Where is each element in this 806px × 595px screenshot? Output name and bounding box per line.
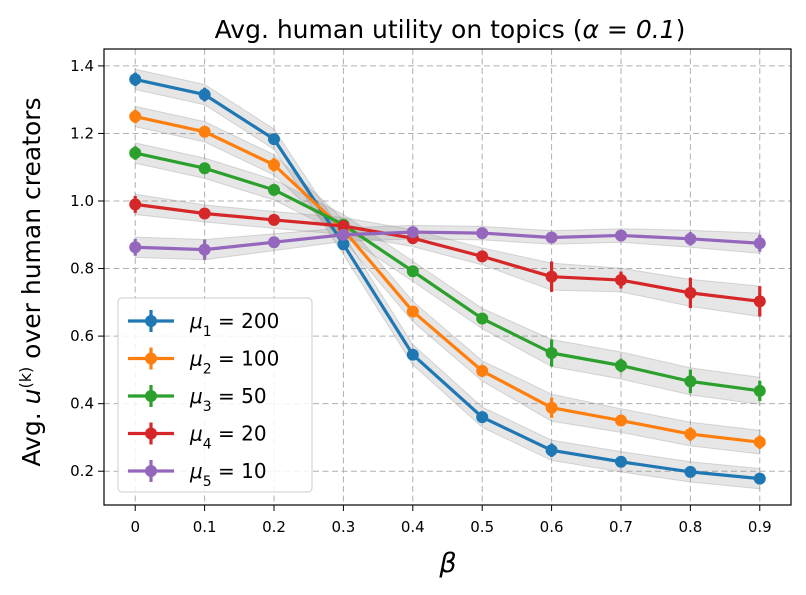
legend-label: μ3 = 50: [189, 384, 267, 415]
data-point: [684, 465, 697, 478]
data-point: [476, 227, 489, 240]
data-point: [753, 472, 766, 485]
data-point: [684, 375, 697, 388]
title-param: α = 0.1: [583, 15, 676, 44]
confidence-band: [134, 105, 761, 455]
legend-marker: [145, 427, 157, 440]
x-tick-label: 0.9: [748, 518, 772, 536]
data-point: [684, 232, 697, 245]
series-line: [134, 151, 760, 393]
legend-marker: [145, 390, 157, 402]
data-point: [268, 158, 281, 171]
data-point: [129, 241, 142, 254]
data-point: [545, 444, 558, 457]
legend-label: μ2 = 100: [189, 347, 279, 378]
x-tick-label: 0.7: [609, 518, 633, 536]
data-point: [268, 236, 281, 249]
data-point: [129, 147, 142, 160]
series-line: [134, 114, 760, 444]
y-tick-label: 0.8: [70, 260, 94, 278]
data-point: [614, 274, 627, 287]
data-point: [753, 384, 766, 397]
x-tick-label: 0: [130, 518, 140, 536]
data-point: [476, 364, 489, 377]
data-point: [476, 312, 489, 325]
data-point: [545, 231, 558, 244]
y-ticks: 0.2 0.4 0.6 0.8 1.0 1.2 1.4: [70, 57, 104, 480]
data-point: [684, 428, 697, 441]
x-tick-label: 0.5: [470, 518, 494, 536]
data-point: [753, 436, 766, 449]
data-point: [614, 455, 627, 468]
data-point: [406, 265, 419, 278]
data-point: [337, 228, 350, 241]
legend-label: μ4 = 20: [189, 422, 267, 453]
data-point: [545, 270, 558, 283]
legend-label: μ1 = 200: [189, 309, 279, 340]
data-point: [129, 73, 142, 86]
data-point: [129, 198, 142, 211]
data-point: [198, 88, 211, 101]
legend-label: μ5 = 10: [189, 459, 267, 490]
x-axis-label: β: [438, 548, 456, 579]
data-point: [198, 243, 211, 256]
series-line: [135, 202, 760, 303]
y-tick-label: 1.4: [70, 57, 94, 75]
data-point: [268, 183, 281, 196]
data-point: [406, 226, 419, 239]
x-tick-label: 0.8: [678, 518, 702, 536]
data-point: [753, 237, 766, 250]
legend-marker: [145, 465, 157, 477]
data-point: [268, 133, 281, 146]
y-tick-label: 1.0: [70, 192, 94, 210]
y-tick-label: 0.2: [70, 462, 94, 480]
data-point: [198, 125, 211, 138]
data-point: [614, 229, 627, 242]
data-point: [198, 207, 211, 220]
x-tick-label: 0.3: [331, 518, 355, 536]
data-point: [198, 162, 211, 175]
chart-title: Avg. human utility on topics (α = 0.1): [215, 15, 686, 44]
data-point: [614, 359, 627, 372]
data-point: [337, 238, 350, 251]
y-tick-label: 1.2: [70, 124, 94, 142]
series-line: [134, 77, 760, 481]
x-ticks: 0 0.1 0.2 0.3 0.4 0.5 0.6 0.7 0.8 0.9: [130, 505, 772, 536]
data-point: [545, 347, 558, 359]
data-point: [476, 250, 489, 263]
data-point: [268, 213, 281, 226]
data-point: [129, 110, 142, 123]
y-axis-label: Avg. u(k) over human creators: [16, 97, 47, 466]
legend-box: [117, 297, 313, 493]
data-point: [337, 219, 350, 232]
data-point: [406, 305, 419, 318]
data-point: [476, 411, 489, 424]
legend: μ1 = 200 μ2 = 100 μ3 = 50 μ4 = 20 μ5 = 10: [117, 297, 313, 493]
plot-frame: [103, 48, 792, 506]
data-point: [753, 295, 766, 308]
confidence-bands: [134, 68, 761, 490]
series-line: [135, 230, 760, 252]
data-point: [614, 414, 627, 427]
legend-marker: [145, 315, 157, 327]
data-points: [129, 73, 766, 485]
x-tick-label: 0.1: [193, 518, 217, 536]
series-lines: [134, 77, 760, 481]
confidence-band: [134, 224, 761, 261]
data-point: [545, 401, 558, 414]
y-tick-label: 0.6: [70, 327, 94, 345]
x-tick-label: 0.4: [401, 518, 425, 536]
y-tick-label: 0.4: [70, 395, 94, 413]
x-tick-label: 0.2: [262, 518, 286, 536]
data-point: [684, 286, 697, 299]
legend-marker: [145, 352, 157, 365]
x-tick-label: 0.6: [540, 518, 564, 536]
data-point: [406, 348, 419, 361]
